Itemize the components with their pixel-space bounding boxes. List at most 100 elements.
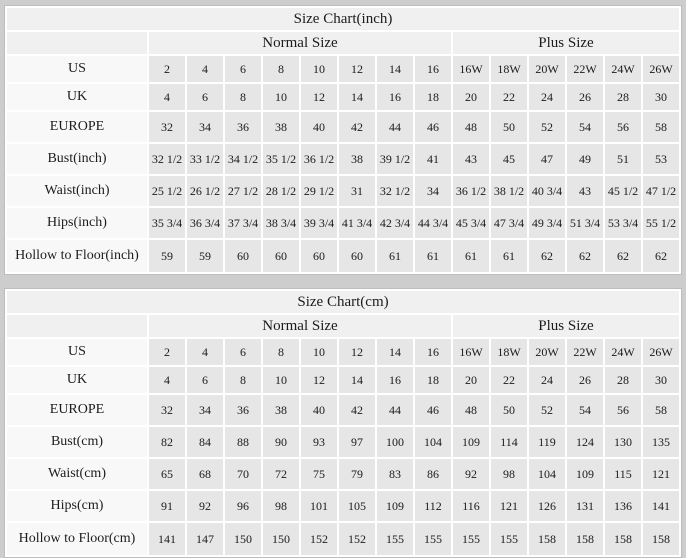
size-cell: 22 (491, 84, 527, 110)
size-cell: 32 (149, 395, 185, 425)
size-cell: 24 (529, 367, 565, 393)
size-cell: 37 3/4 (225, 208, 261, 238)
size-cell: 53 3/4 (605, 208, 641, 238)
size-cell: 10 (263, 84, 299, 110)
size-cell: 93 (301, 427, 337, 457)
size-cell: 155 (415, 523, 451, 555)
title-row: Size Chart(inch) (7, 8, 679, 30)
size-cell: 29 1/2 (301, 176, 337, 206)
size-cell: 38 (263, 395, 299, 425)
size-cell: 8 (263, 339, 299, 365)
size-cell: 38 (339, 144, 375, 174)
size-cell: 68 (187, 459, 223, 489)
size-cell: 34 1/2 (225, 144, 261, 174)
size-cell: 45 (491, 144, 527, 174)
table-row: Hips(cm) 91 92 96 98 101 105 109 112 116 121 126 131… (7, 491, 679, 521)
size-cell: 60 (263, 240, 299, 272)
size-cell: 121 (491, 491, 527, 521)
size-cell: 130 (605, 427, 641, 457)
size-cell: 61 (453, 240, 489, 272)
size-cell: 158 (567, 523, 603, 555)
size-cell: 150 (263, 523, 299, 555)
size-cell: 101 (301, 491, 337, 521)
table-title: Size Chart(inch) (7, 8, 679, 30)
size-cell: 96 (225, 491, 261, 521)
size-cell: 16W (453, 339, 489, 365)
table-row: US 2 4 6 8 10 12 14 16 16W 18W 20W 22W 24W 26W (7, 56, 679, 82)
size-cell: 54 (567, 395, 603, 425)
row-label: EUROPE (7, 112, 147, 142)
size-cell: 10 (301, 56, 337, 82)
size-cell: 119 (529, 427, 565, 457)
size-cell: 8 (225, 84, 261, 110)
row-label: US (7, 56, 147, 82)
size-cell: 20 (453, 84, 489, 110)
size-cell: 54 (567, 112, 603, 142)
size-cell: 158 (605, 523, 641, 555)
size-cell: 39 1/2 (377, 144, 413, 174)
size-cell: 41 (415, 144, 451, 174)
size-cell: 14 (377, 339, 413, 365)
size-cell: 136 (605, 491, 641, 521)
size-cell: 49 3/4 (529, 208, 565, 238)
size-cell: 158 (643, 523, 679, 555)
size-cell: 109 (377, 491, 413, 521)
size-cell: 42 (339, 395, 375, 425)
size-cell: 52 (529, 112, 565, 142)
row-label: Bust(cm) (7, 427, 147, 457)
size-cell: 18 (415, 367, 451, 393)
table-row: Hollow to Floor(cm) 141 147 150 150 152 152 155… (7, 523, 679, 555)
size-chart-table-cm: Size Chart(cm) Normal Size Plus Size US 2 4 6 8… (4, 288, 682, 558)
size-cell: 45 3/4 (453, 208, 489, 238)
size-cell: 56 (605, 112, 641, 142)
table-row: Waist(inch) 25 1/2 26 1/2 27 1/2 28 1/2 29 1/… (7, 176, 679, 206)
size-cell: 104 (529, 459, 565, 489)
size-cell: 26W (643, 56, 679, 82)
size-cell: 135 (643, 427, 679, 457)
corner-cell (7, 315, 147, 337)
size-cell: 2 (149, 56, 185, 82)
size-cell: 25 1/2 (149, 176, 185, 206)
size-cell: 47 3/4 (491, 208, 527, 238)
size-cell: 62 (567, 240, 603, 272)
size-cell: 92 (453, 459, 489, 489)
size-cell: 22 (491, 367, 527, 393)
size-cell: 62 (605, 240, 641, 272)
size-cell: 90 (263, 427, 299, 457)
size-cell: 4 (149, 367, 185, 393)
size-cell: 35 1/2 (263, 144, 299, 174)
size-cell: 6 (187, 367, 223, 393)
size-cell: 112 (415, 491, 451, 521)
table-row: Hollow to Floor(inch) 59 59 60 60 60 60 61 61 61 6… (7, 240, 679, 272)
size-cell: 34 (187, 395, 223, 425)
size-cell: 31 (339, 176, 375, 206)
size-cell: 53 (643, 144, 679, 174)
size-cell: 72 (263, 459, 299, 489)
size-cell: 14 (339, 367, 375, 393)
size-cell: 22W (567, 56, 603, 82)
size-cell: 50 (491, 395, 527, 425)
size-cell: 158 (529, 523, 565, 555)
size-cell: 36 3/4 (187, 208, 223, 238)
size-cell: 16 (377, 367, 413, 393)
size-cell: 6 (225, 56, 261, 82)
size-cell: 131 (567, 491, 603, 521)
size-cell: 49 (567, 144, 603, 174)
size-cell: 4 (149, 84, 185, 110)
size-cell: 97 (339, 427, 375, 457)
group-header-plus-size: Plus Size (453, 315, 679, 337)
size-cell: 28 (605, 84, 641, 110)
size-cell: 62 (529, 240, 565, 272)
size-cell: 61 (491, 240, 527, 272)
size-chart-table-inch: Size Chart(inch) Normal Size Plus Size US 2 4… (4, 5, 682, 275)
size-cell: 28 1/2 (263, 176, 299, 206)
size-cell: 4 (187, 339, 223, 365)
title-row: Size Chart(cm) (7, 291, 679, 313)
size-cell: 24W (605, 339, 641, 365)
size-cell: 58 (643, 395, 679, 425)
row-label: Waist(inch) (7, 176, 147, 206)
size-cell: 59 (187, 240, 223, 272)
group-header-normal-size: Normal Size (149, 315, 451, 337)
size-cell: 16 (415, 56, 451, 82)
